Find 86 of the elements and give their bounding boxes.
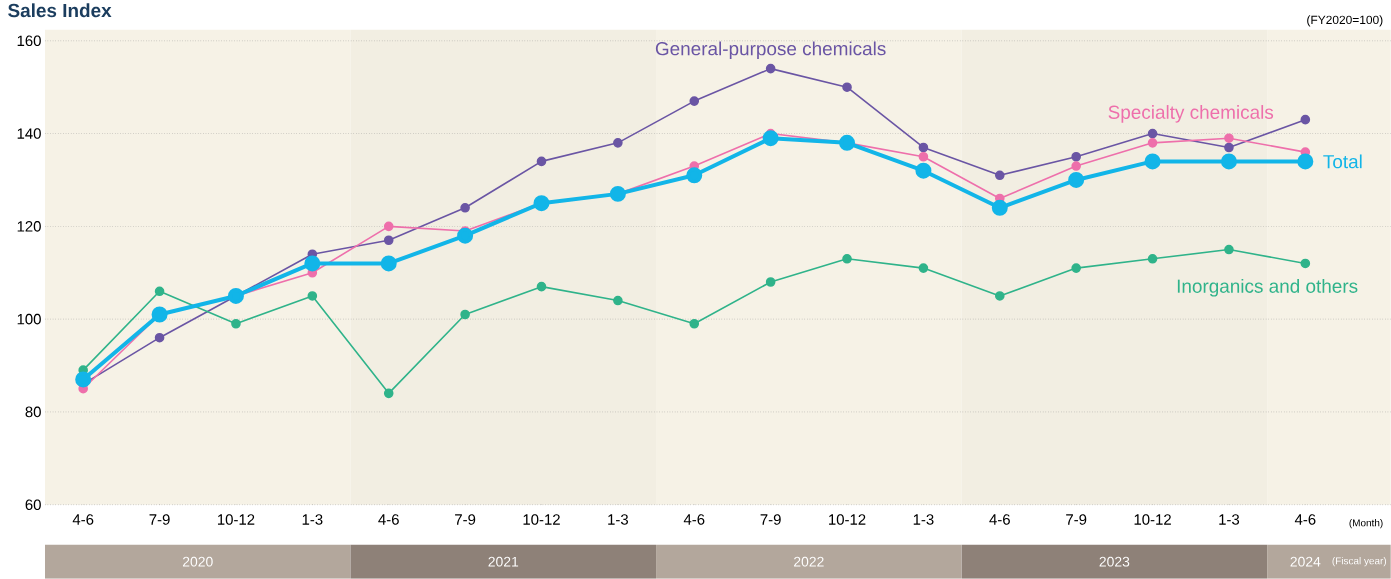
point: [918, 142, 929, 153]
point: [1071, 263, 1081, 274]
point: [689, 319, 700, 329]
point: [1147, 138, 1158, 148]
x-tick-label: 7-9: [149, 514, 170, 525]
y-tick-label: 120: [17, 221, 41, 232]
point: [1300, 258, 1311, 269]
x-tick-label: 4-6: [1294, 514, 1316, 525]
x-tick-label: 7-9: [455, 514, 476, 525]
point: [842, 254, 852, 264]
point: [460, 309, 470, 320]
point: [536, 156, 547, 167]
point: [227, 288, 244, 305]
point: [613, 295, 623, 306]
point: [154, 286, 165, 297]
point: [991, 199, 1008, 216]
point: [383, 388, 394, 399]
point: [307, 291, 318, 301]
point: [1147, 254, 1158, 264]
x-tick-label: 10-12: [1134, 514, 1171, 525]
series-label: General-purpose chemicals: [655, 41, 886, 60]
point: [918, 263, 929, 274]
series-label: Inorganics and others: [1177, 279, 1358, 297]
point: [1224, 142, 1234, 153]
x-tick-label: 10-12: [829, 514, 866, 525]
chart-subtitle: (FY2020=100): [1307, 15, 1383, 27]
point: [304, 255, 321, 272]
point: [75, 371, 92, 388]
text: 2020: [182, 556, 213, 567]
x-tick-label: 10-12: [217, 514, 255, 525]
y-tick-label: 100: [17, 313, 41, 325]
x-tick-label: 1-3: [608, 514, 629, 525]
x-tick-label: 4-6: [72, 514, 94, 525]
x-tick-label: 1-3: [913, 514, 934, 525]
text: 2023: [1099, 556, 1130, 567]
text: 2024: [1290, 556, 1321, 567]
point: [1071, 161, 1081, 171]
point: [1144, 153, 1161, 170]
point: [915, 162, 932, 179]
y-tick-label: 80: [25, 406, 41, 418]
point: [460, 203, 470, 213]
point: [1068, 172, 1085, 189]
point: [762, 130, 779, 147]
x-tick-label: 10-12: [523, 514, 560, 525]
point: [1297, 153, 1314, 170]
series-label: Total: [1323, 154, 1362, 169]
point: [1071, 152, 1081, 162]
point: [686, 167, 703, 184]
point: [231, 319, 241, 329]
point: [1147, 128, 1158, 139]
point: [613, 138, 623, 148]
point: [609, 186, 626, 203]
x-tick-label: 1-3: [302, 514, 323, 525]
x-axis-title: (Month): [1349, 519, 1383, 529]
chart-title: Sales Index: [8, 3, 112, 18]
point: [689, 96, 700, 107]
x-tick-label: 7-9: [760, 514, 781, 525]
text: 2021: [488, 556, 519, 567]
y-tick-label: 140: [17, 128, 41, 140]
point: [995, 291, 1005, 301]
point: [383, 221, 394, 232]
point: [842, 82, 852, 93]
point: [839, 135, 856, 151]
point: [380, 255, 397, 272]
text: 2022: [794, 556, 824, 567]
y-tick-label: 60: [25, 499, 41, 511]
point: [1224, 133, 1234, 144]
point: [918, 152, 929, 162]
x-tick-label: 7-9: [1066, 514, 1087, 525]
point: [154, 333, 165, 343]
point: [1300, 115, 1311, 125]
point: [765, 277, 776, 287]
x-tick-label: 4-6: [683, 514, 705, 525]
point: [457, 227, 474, 244]
series-label: Specialty chemicals: [1108, 105, 1274, 123]
x-tick-label: 4-6: [378, 514, 399, 525]
point: [1224, 244, 1234, 255]
point: [995, 170, 1005, 181]
x-tick-label: 4-6: [989, 514, 1010, 525]
point: [765, 63, 776, 74]
y-tick-label: 160: [17, 35, 41, 47]
point: [1220, 153, 1237, 170]
x-tick-label: 1-3: [1219, 514, 1240, 525]
point: [383, 235, 394, 246]
text: (Fiscal year): [1332, 557, 1387, 567]
point: [536, 282, 547, 292]
